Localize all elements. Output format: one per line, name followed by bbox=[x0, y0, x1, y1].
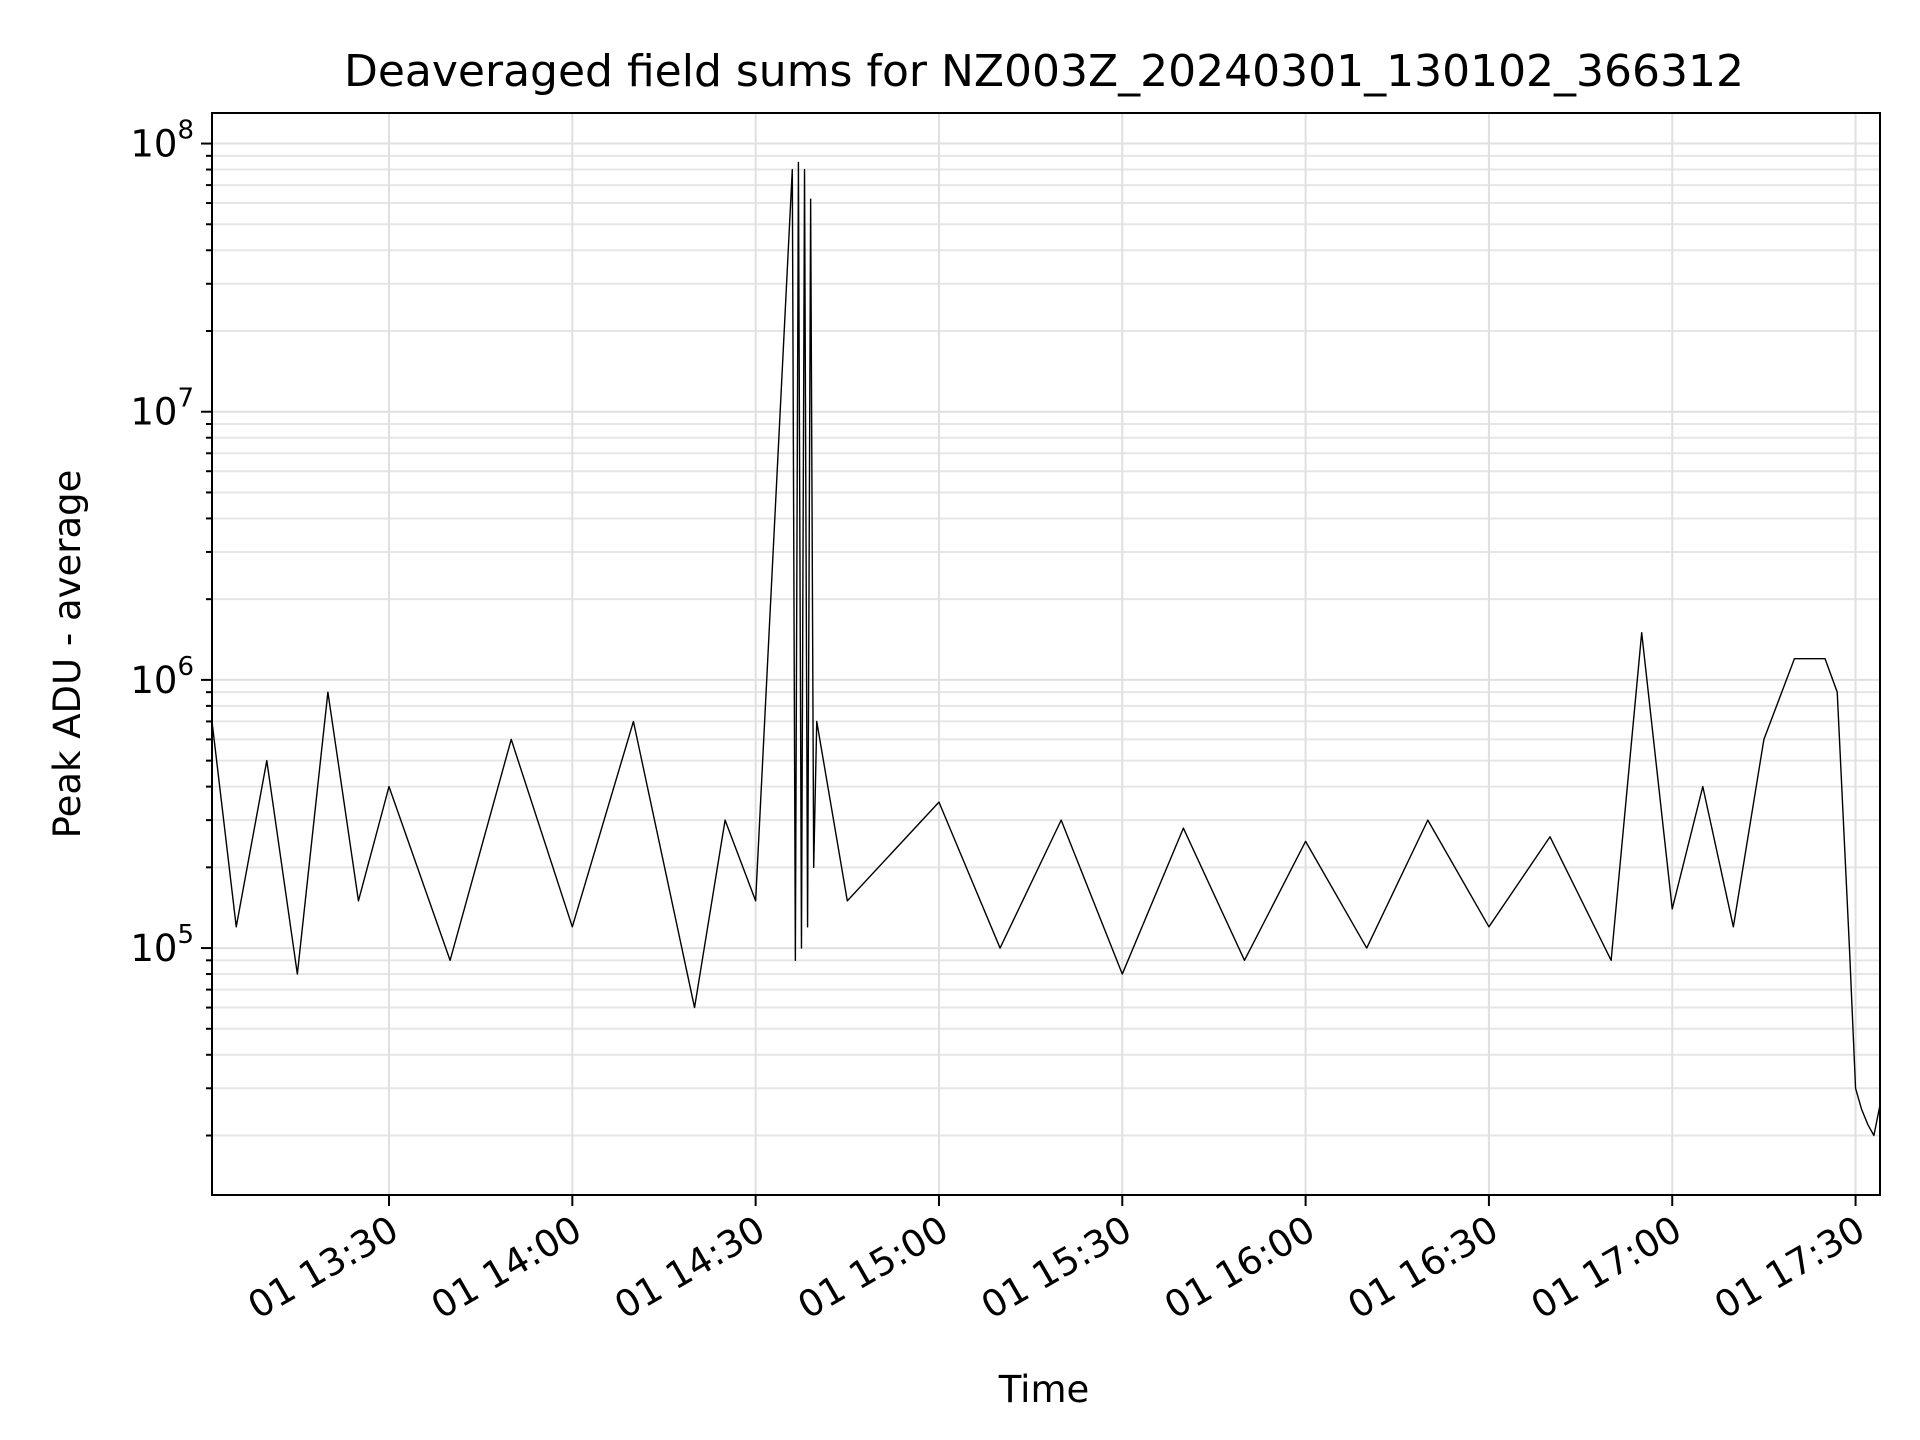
series-line bbox=[211, 161, 1881, 1137]
chart-title: Deaveraged field sums for NZ003Z_2024030… bbox=[344, 46, 1744, 97]
y-tick-label: 106 bbox=[130, 652, 194, 702]
y-tick-label: 105 bbox=[130, 920, 194, 970]
x-tick-label: 01 15:30 bbox=[974, 1208, 1139, 1328]
x-axis-label: Time bbox=[998, 1368, 1090, 1411]
x-tick-label: 01 14:30 bbox=[607, 1208, 772, 1328]
x-tick-label: 01 13:30 bbox=[241, 1208, 406, 1328]
y-tick-label: 107 bbox=[130, 384, 194, 434]
y-axis-label: Peak ADU - average bbox=[46, 470, 89, 839]
x-tick-label: 01 17:30 bbox=[1707, 1208, 1872, 1328]
x-tick-label: 01 16:30 bbox=[1341, 1208, 1506, 1328]
plot-frame bbox=[211, 112, 1881, 1196]
series-layer bbox=[211, 161, 1881, 1137]
x-tick-label: 01 15:00 bbox=[791, 1208, 956, 1328]
x-tick-label: 01 14:00 bbox=[424, 1208, 589, 1328]
y-tick-label: 108 bbox=[130, 116, 194, 166]
x-tick-label: 01 17:00 bbox=[1524, 1208, 1689, 1328]
grid-layer bbox=[212, 113, 1880, 1195]
x-tick-label: 01 16:00 bbox=[1157, 1208, 1322, 1328]
